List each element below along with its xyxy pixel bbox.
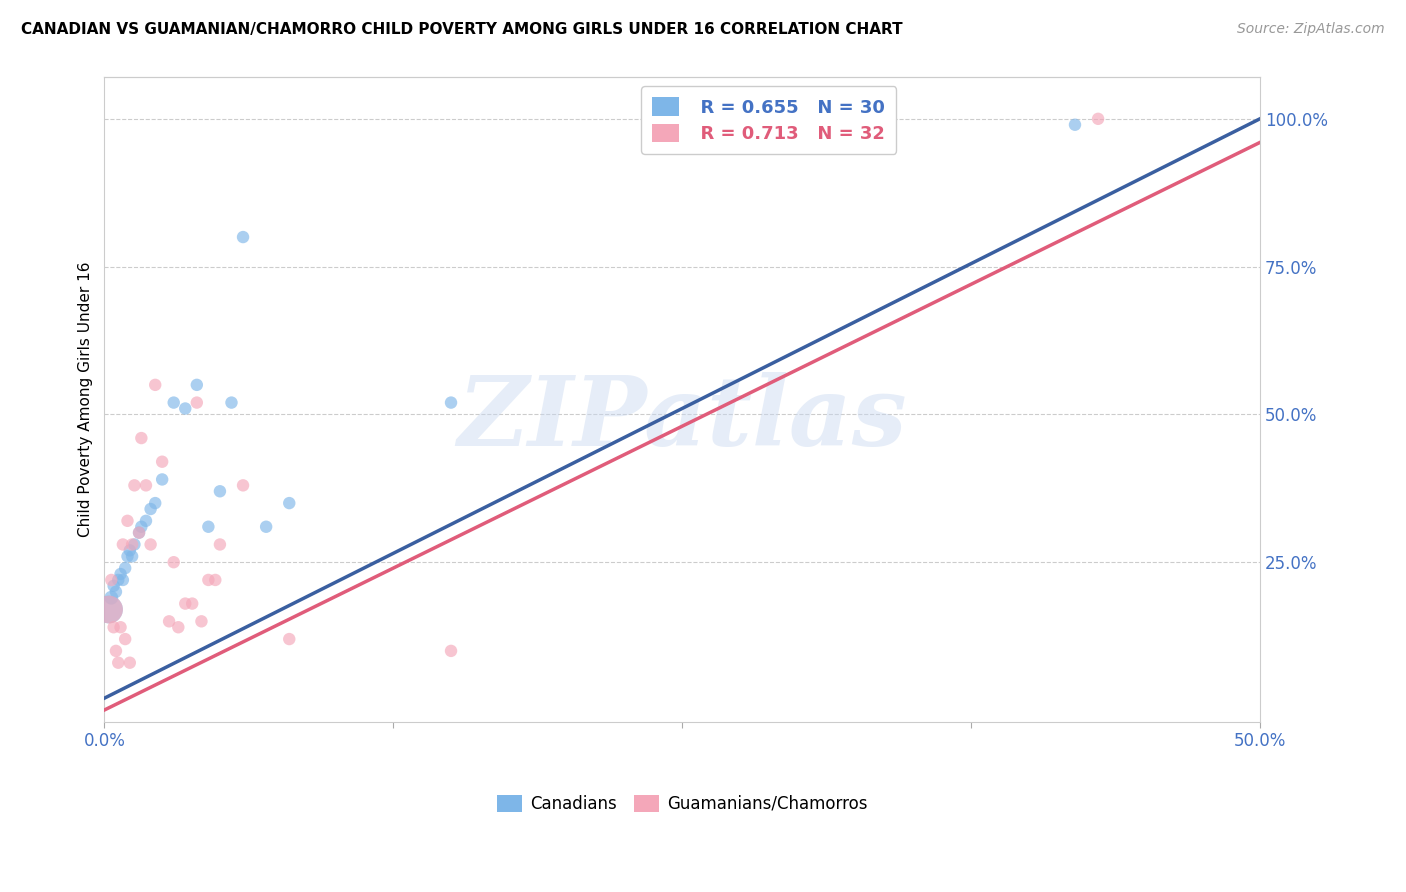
Point	[157, 615, 180, 629]
Point	[100, 591, 122, 605]
Point	[197, 520, 219, 534]
Point	[139, 502, 162, 516]
Point	[174, 597, 197, 611]
Point	[167, 620, 190, 634]
Point	[139, 537, 162, 551]
Y-axis label: Child Poverty Among Girls Under 16: Child Poverty Among Girls Under 16	[79, 262, 93, 537]
Point	[124, 478, 146, 492]
Point	[110, 567, 132, 582]
Point	[117, 549, 139, 564]
Point	[204, 573, 226, 587]
Point	[121, 537, 143, 551]
Point	[131, 431, 153, 445]
Point	[190, 615, 212, 629]
Point	[107, 656, 129, 670]
Legend: Canadians, Guamanians/Chamorros: Canadians, Guamanians/Chamorros	[491, 789, 875, 820]
Point	[181, 597, 204, 611]
Point	[100, 573, 122, 587]
Point	[124, 537, 146, 551]
Point	[111, 537, 134, 551]
Point	[98, 602, 121, 616]
Point	[163, 555, 186, 569]
Point	[103, 579, 125, 593]
Point	[197, 573, 219, 587]
Point	[208, 484, 231, 499]
Point	[150, 472, 173, 486]
Point	[186, 395, 208, 409]
Point	[118, 543, 141, 558]
Point	[118, 656, 141, 670]
Point	[114, 561, 136, 575]
Point	[1064, 118, 1087, 132]
Point	[114, 632, 136, 646]
Point	[278, 496, 301, 510]
Point	[117, 514, 139, 528]
Point	[440, 395, 463, 409]
Point	[208, 537, 231, 551]
Point	[111, 573, 134, 587]
Text: Source: ZipAtlas.com: Source: ZipAtlas.com	[1237, 22, 1385, 37]
Point	[186, 377, 208, 392]
Point	[143, 496, 166, 510]
Point	[135, 514, 157, 528]
Point	[163, 395, 186, 409]
Point	[174, 401, 197, 416]
Point	[1087, 112, 1109, 126]
Point	[143, 377, 166, 392]
Point	[121, 549, 143, 564]
Point	[110, 620, 132, 634]
Point	[740, 129, 762, 144]
Point	[150, 455, 173, 469]
Point	[440, 644, 463, 658]
Point	[278, 632, 301, 646]
Text: ZIPatlas: ZIPatlas	[457, 372, 907, 466]
Point	[103, 620, 125, 634]
Point	[232, 230, 254, 244]
Point	[128, 525, 150, 540]
Point	[107, 573, 129, 587]
Point	[104, 584, 127, 599]
Point	[221, 395, 243, 409]
Point	[232, 478, 254, 492]
Point	[104, 644, 127, 658]
Text: CANADIAN VS GUAMANIAN/CHAMORRO CHILD POVERTY AMONG GIRLS UNDER 16 CORRELATION CH: CANADIAN VS GUAMANIAN/CHAMORRO CHILD POV…	[21, 22, 903, 37]
Point	[131, 520, 153, 534]
Point	[98, 602, 121, 616]
Point	[128, 525, 150, 540]
Point	[135, 478, 157, 492]
Point	[254, 520, 277, 534]
